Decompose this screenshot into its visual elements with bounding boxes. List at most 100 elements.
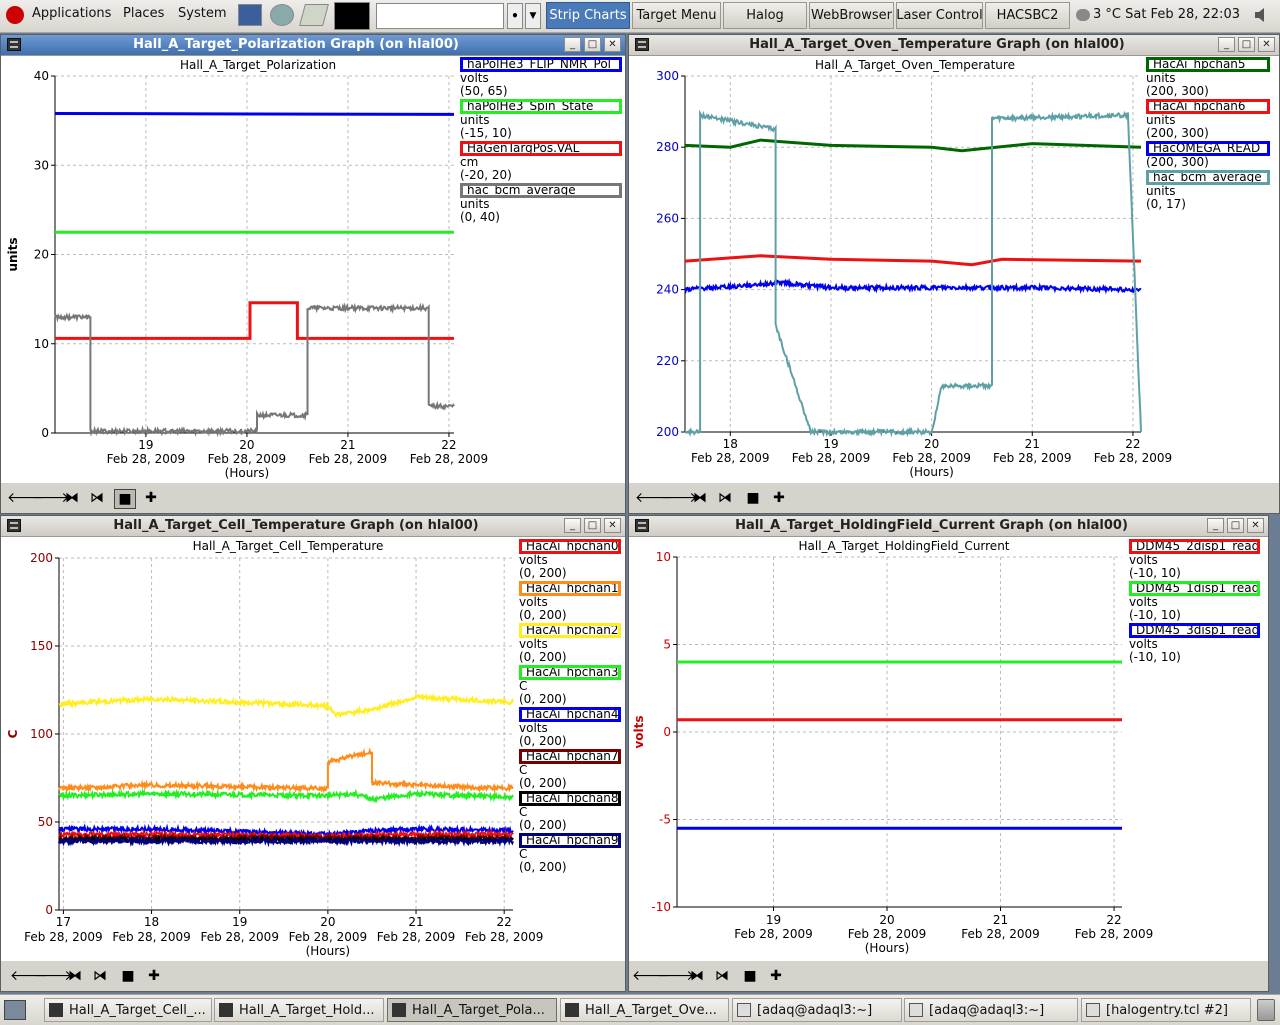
plot-area[interactable] bbox=[629, 56, 1279, 483]
legend-series-name[interactable]: HacAi_hpchan0 bbox=[519, 539, 621, 554]
laser-control-button[interactable]: Laser Control bbox=[896, 2, 983, 29]
close-button[interactable]: ✕ bbox=[1258, 37, 1275, 52]
legend-entry[interactable]: HacAi_hpchan1 volts (0, 200) bbox=[519, 581, 621, 622]
legend-entry[interactable]: DDM45_2disp1_read volts (-10, 10) bbox=[1129, 539, 1260, 580]
minimize-button[interactable]: _ bbox=[564, 37, 581, 52]
close-button[interactable]: ✕ bbox=[604, 37, 621, 52]
scroll-right-icon[interactable]: 🡒 bbox=[657, 968, 695, 984]
redhat-logo-icon[interactable] bbox=[6, 6, 24, 24]
zoom-in-x-icon[interactable]: ⧓ bbox=[68, 968, 82, 984]
legend-series-name[interactable]: HacAi_hpchan7 bbox=[519, 749, 621, 764]
crosshair-icon[interactable]: ■ bbox=[121, 968, 135, 984]
legend-series-name[interactable]: HaGenTargPos.VAL bbox=[460, 141, 622, 156]
scroll-left-icon[interactable]: 🡐 bbox=[10, 968, 48, 984]
scroll-right-icon[interactable]: 🡒 bbox=[32, 490, 70, 506]
legend-entry[interactable]: HacAi_hpchan4 volts (0, 200) bbox=[519, 707, 621, 748]
legend-series-name[interactable]: HacAi_hpchan6 bbox=[1146, 99, 1270, 114]
legend-entry[interactable]: DDM45_3disp1_read volts (-10, 10) bbox=[1129, 623, 1260, 664]
taskbar-item[interactable]: [adaq@adaql3:~] bbox=[732, 998, 902, 1022]
show-desktop-icon[interactable] bbox=[4, 1000, 26, 1020]
zoom-in-x-icon[interactable]: ⧓ bbox=[65, 490, 79, 506]
legend-entry[interactable]: hac_bcm_average units (0, 17) bbox=[1146, 170, 1270, 211]
system-menu[interactable]: System bbox=[178, 6, 227, 21]
minimize-button[interactable]: _ bbox=[564, 518, 581, 533]
legend-series-name[interactable]: HacOMEGA_READ bbox=[1146, 141, 1270, 156]
taskbar-item[interactable]: [adaq@adaql3:~] bbox=[904, 998, 1078, 1022]
legend-entry[interactable]: HaGenTargPos.VAL cm (-20, 20) bbox=[460, 141, 622, 182]
clock-label[interactable]: 3 °C Sat Feb 28, 22:03 bbox=[1093, 7, 1240, 22]
legend-series-name[interactable]: HacAi_hpchan5 bbox=[1146, 57, 1270, 72]
legend-entry[interactable]: HacOMEGA_READ (200, 300) bbox=[1146, 141, 1270, 169]
taskbar-item[interactable]: Hall_A_Target_Hold... bbox=[214, 998, 384, 1022]
close-button[interactable]: ✕ bbox=[1247, 518, 1264, 533]
scroll-left-icon[interactable]: 🡐 bbox=[635, 490, 673, 506]
zoom-in-x-icon[interactable]: ⧓ bbox=[693, 490, 707, 506]
legend-series-name[interactable]: HacAi_hpchan3 bbox=[519, 665, 621, 680]
zoom-out-x-icon[interactable]: ⧒ bbox=[718, 490, 732, 506]
webbrowser-button[interactable]: WebBrowser bbox=[809, 2, 894, 29]
crosshair-icon[interactable]: ■ bbox=[743, 968, 757, 984]
maximize-button[interactable]: □ bbox=[584, 37, 601, 52]
zoom-out-x-icon[interactable]: ⧒ bbox=[715, 968, 729, 984]
legend-entry[interactable]: HacAi_hpchan2 volts (0, 200) bbox=[519, 623, 621, 664]
window-menu-icon[interactable] bbox=[7, 519, 21, 532]
legend-entry[interactable]: HacAi_hpchan0 volts (0, 200) bbox=[519, 539, 621, 580]
window-titlebar[interactable]: Hall_A_Target_Oven_Temperature Graph (on… bbox=[629, 35, 1279, 56]
taskbar-item[interactable]: Hall_A_Target_Pola... bbox=[387, 998, 557, 1022]
scroll-left-icon[interactable]: 🡐 bbox=[632, 968, 670, 984]
legend-series-name[interactable]: HacAi_hpchan1 bbox=[519, 581, 621, 596]
crosshair-icon[interactable]: ■ bbox=[114, 489, 136, 509]
window-titlebar[interactable]: Hall_A_Target_Cell_Temperature Graph (on… bbox=[1, 516, 625, 537]
legend-entry[interactable]: haPolHe3_Spin_State units (-15, 10) bbox=[460, 99, 622, 140]
window-menu-icon[interactable] bbox=[7, 38, 21, 51]
entry-dot-button[interactable]: • bbox=[507, 3, 523, 29]
maximize-button[interactable]: □ bbox=[1238, 37, 1255, 52]
legend-series-name[interactable]: HacAi_hpchan9 bbox=[519, 833, 621, 848]
crosshair-icon[interactable]: ■ bbox=[746, 490, 760, 506]
places-menu[interactable]: Places bbox=[123, 6, 165, 21]
taskbar-item[interactable]: Hall_A_Target_Cell_... bbox=[44, 998, 212, 1022]
applications-menu[interactable]: Applications bbox=[32, 6, 112, 21]
minimize-button[interactable]: _ bbox=[1218, 37, 1235, 52]
legend-series-name[interactable]: DDM45_1disp1_read bbox=[1129, 581, 1260, 596]
add-icon[interactable]: ✚ bbox=[145, 490, 157, 506]
scroll-left-icon[interactable]: 🡐 bbox=[7, 490, 45, 506]
network-icon[interactable] bbox=[270, 4, 294, 26]
volume-icon[interactable] bbox=[1252, 5, 1272, 25]
taskbar-item[interactable]: [halogentry.tcl #2] bbox=[1081, 998, 1251, 1022]
plot-area[interactable] bbox=[1, 56, 625, 483]
zoom-in-x-icon[interactable]: ⧓ bbox=[690, 968, 704, 984]
maximize-button[interactable]: □ bbox=[584, 518, 601, 533]
calculator-icon[interactable] bbox=[299, 4, 329, 26]
legend-series-name[interactable]: HacAi_hpchan2 bbox=[519, 623, 621, 638]
terminal-monitor-icon[interactable] bbox=[334, 2, 370, 30]
legend-entry[interactable]: hac_bcm_average units (0, 40) bbox=[460, 183, 622, 224]
zoom-out-x-icon[interactable]: ⧒ bbox=[90, 490, 104, 506]
plot-area[interactable] bbox=[629, 537, 1268, 961]
target-menu-button[interactable]: Target Menu bbox=[632, 2, 721, 29]
legend-entry[interactable]: HacAi_hpchan9 C (0, 200) bbox=[519, 833, 621, 874]
add-icon[interactable]: ✚ bbox=[770, 968, 782, 984]
legend-series-name[interactable]: HacAi_hpchan4 bbox=[519, 707, 621, 722]
entry-dropdown-button[interactable]: ▼ bbox=[525, 3, 541, 29]
command-entry[interactable] bbox=[376, 3, 504, 29]
legend-entry[interactable]: DDM45_1disp1_read volts (-10, 10) bbox=[1129, 581, 1260, 622]
legend-series-name[interactable]: HacAi_hpchan8 bbox=[519, 791, 621, 806]
scroll-right-icon[interactable]: 🡒 bbox=[35, 968, 73, 984]
legend-series-name[interactable]: hac_bcm_average bbox=[1146, 170, 1270, 185]
add-icon[interactable]: ✚ bbox=[773, 490, 785, 506]
taskbar-item[interactable]: Hall_A_Target_Ove... bbox=[560, 998, 729, 1022]
strip-charts-button[interactable]: Strip Charts bbox=[546, 2, 630, 29]
trash-icon[interactable] bbox=[1257, 999, 1275, 1021]
scroll-right-icon[interactable]: 🡒 bbox=[660, 490, 698, 506]
legend-entry[interactable]: HacAi_hpchan3 C (0, 200) bbox=[519, 665, 621, 706]
legend-entry[interactable]: HacAi_hpchan7 C (0, 200) bbox=[519, 749, 621, 790]
zoom-out-x-icon[interactable]: ⧒ bbox=[93, 968, 107, 984]
legend-series-name[interactable]: DDM45_2disp1_read bbox=[1129, 539, 1260, 554]
maximize-button[interactable]: □ bbox=[1227, 518, 1244, 533]
legend-series-name[interactable]: haPolHe3_Spin_State bbox=[460, 99, 622, 114]
legend-series-name[interactable]: haPolHe3_FLIP_NMR_Pol bbox=[460, 57, 622, 72]
